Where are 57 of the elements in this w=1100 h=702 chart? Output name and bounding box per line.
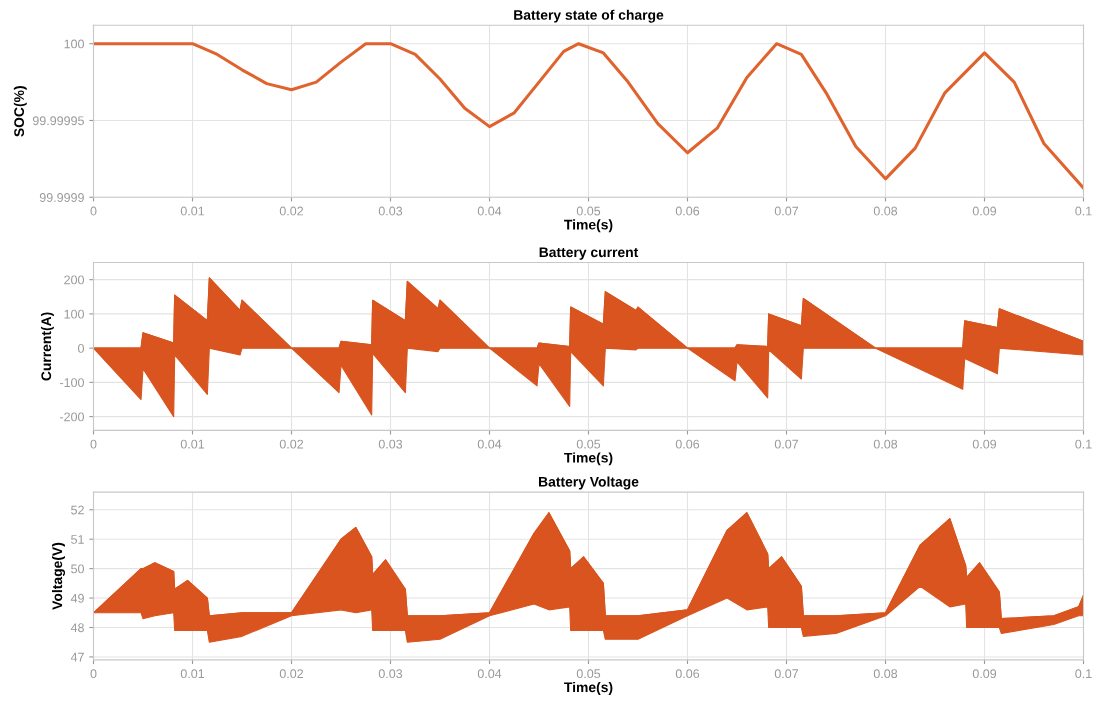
y-tick-label: 47 xyxy=(70,652,84,662)
x-tick-label: 0.1 xyxy=(1075,439,1092,449)
y-tick-label: -100 xyxy=(60,378,84,388)
y-tick-label: 100 xyxy=(64,39,84,49)
x-tick-label: 0 xyxy=(90,206,97,216)
chart-title: Battery state of charge xyxy=(514,9,664,23)
x-tick-label: 0.05 xyxy=(576,206,601,216)
y-tick-label: 52 xyxy=(71,505,84,515)
x-tick-label: 0.01 xyxy=(180,669,205,679)
x-tick-label: 0.09 xyxy=(972,669,997,679)
x-tick-label: 0.01 xyxy=(180,439,205,449)
x-tick-label: 0.1 xyxy=(1075,669,1092,679)
x-tick-label: 0.02 xyxy=(279,439,304,449)
y-tick-label: -200 xyxy=(60,412,84,422)
chart-title: Battery Voltage xyxy=(539,476,639,490)
line-series xyxy=(93,42,1084,190)
x-axis-title: Time(s) xyxy=(564,219,613,233)
y-axis-title: Voltage(V) xyxy=(52,542,66,610)
x-tick-label: 0.02 xyxy=(279,669,304,679)
x-tick-label: 0.07 xyxy=(774,439,799,449)
y-tick-label: 49 xyxy=(70,593,84,603)
x-tick-label: 0.05 xyxy=(576,439,601,449)
x-tick-label: 0.04 xyxy=(477,439,502,449)
y-tick-label: 0 xyxy=(78,343,84,353)
x-tick-label: 0.01 xyxy=(180,206,205,216)
y-tick-label: 51 xyxy=(71,535,84,544)
chart-title: Battery current xyxy=(539,247,639,260)
y-tick-label: 99.9999 xyxy=(39,193,84,202)
x-tick-label: 0.08 xyxy=(873,669,898,679)
x-axis-title: Time(s) xyxy=(564,681,613,695)
x-tick-label: 0 xyxy=(90,669,97,679)
x-tick-label: 0.03 xyxy=(378,439,403,449)
y-tick-label: 99.99995 xyxy=(32,116,84,126)
x-axis-title: Time(s) xyxy=(564,452,613,466)
x-tick-label: 0.02 xyxy=(279,206,304,216)
y-axis-title: SOC(%) xyxy=(13,86,27,137)
x-tick-label: 0.03 xyxy=(378,206,403,216)
x-tick-label: 0.09 xyxy=(972,206,997,216)
x-tick-label: 0.1 xyxy=(1075,206,1092,216)
x-tick-label: 0.08 xyxy=(873,439,898,449)
x-tick-label: 0.08 xyxy=(873,206,898,216)
y-tick-label: 50 xyxy=(71,564,84,574)
x-tick-label: 0.06 xyxy=(675,439,700,449)
x-tick-label: 0.06 xyxy=(675,206,700,216)
x-tick-label: 0.09 xyxy=(972,439,997,449)
x-tick-label: 0.07 xyxy=(774,669,799,679)
x-tick-label: 0 xyxy=(90,439,97,449)
x-tick-label: 0.04 xyxy=(477,669,502,679)
y-tick-label: 100 xyxy=(64,309,84,319)
x-tick-label: 0.04 xyxy=(477,206,502,216)
y-tick-label: 48 xyxy=(70,623,84,633)
x-tick-label: 0.07 xyxy=(774,206,799,216)
y-axis-title: Current(A) xyxy=(40,312,54,381)
x-tick-label: 0.06 xyxy=(675,669,700,679)
x-tick-label: 0.03 xyxy=(378,669,403,679)
x-tick-label: 0.05 xyxy=(576,669,601,679)
y-tick-label: 200 xyxy=(64,275,84,285)
